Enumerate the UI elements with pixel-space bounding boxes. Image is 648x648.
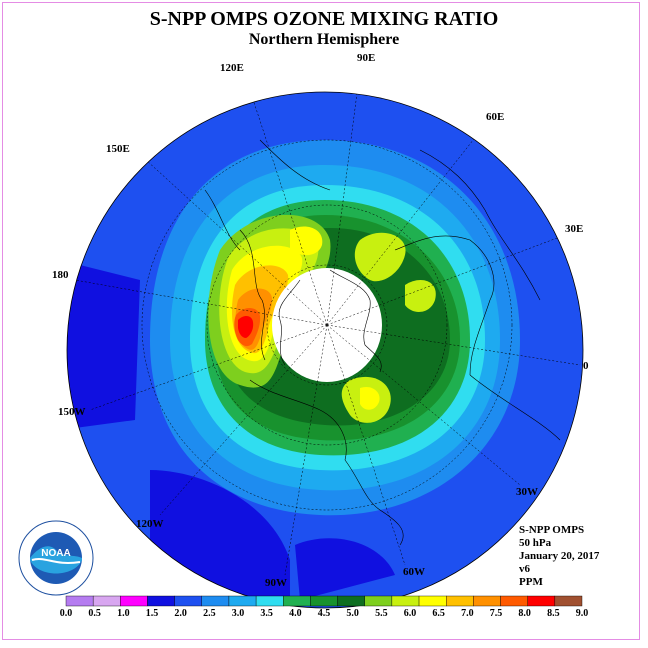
colorbar-tick-label: 4.0 [289, 608, 302, 619]
lon-label-120w: 120W [136, 518, 164, 530]
colorbar-swatch [310, 595, 338, 607]
lon-label-30e: 30E [565, 223, 584, 235]
lon-label-30w: 30W [516, 486, 538, 498]
colorbar-swatch [500, 595, 528, 607]
map-subtitle: Northern Hemisphere [248, 31, 400, 48]
lon-label-0: 0 [583, 360, 589, 372]
colorbar-tick-label: 2.5 [203, 608, 216, 619]
colorbar-tick-label: 9.0 [575, 608, 589, 619]
field-blob-atlantic [354, 232, 406, 282]
colorbar-swatch [554, 595, 583, 607]
colorbar-swatch [364, 595, 393, 607]
map-title: S-NPP OMPS OZONE MIXING RATIO [149, 8, 499, 30]
colorbar-tick-label: 8.5 [547, 608, 560, 619]
info-version: v6 [519, 563, 530, 575]
info-block: S-NPP OMPS 50 hPa January 20, 2017 v6 PP… [519, 524, 599, 589]
colorbar-swatch [527, 595, 556, 607]
colorbar-tick-label: 5.5 [375, 608, 388, 619]
lon-label-60e: 60E [486, 111, 505, 123]
info-instrument: S-NPP OMPS [519, 524, 585, 536]
lon-label-90e: 90E [357, 52, 376, 64]
colorbar-tick-label: 7.5 [489, 608, 503, 619]
colorbar-tick-label: 2.0 [174, 608, 187, 619]
logo-text: NOAA [41, 548, 70, 559]
colorbar-swatch [473, 595, 501, 607]
info-units: PPM [519, 576, 543, 588]
colorbar-swatch [255, 595, 284, 607]
colorbar-tick-label: 6.5 [432, 608, 445, 619]
colorbar-swatch [201, 595, 230, 607]
map-boundary [66, 91, 584, 609]
lon-label-60w: 60W [403, 566, 425, 578]
colorbar-tick-label: 8.0 [518, 608, 531, 619]
lon-label-90w: 90W [265, 577, 287, 589]
info-level: 50 hPa [519, 537, 552, 549]
colorbar-swatch [418, 595, 447, 607]
graticule [74, 92, 581, 576]
colorbar-tick-label: 0.5 [88, 608, 101, 619]
colorbar-swatch [147, 595, 175, 607]
colorbar-tick-label: 3.0 [231, 608, 245, 619]
colorbar-swatch [446, 595, 474, 607]
noaa-logo: NOAA [18, 520, 94, 596]
lon-label-180: 180 [52, 269, 69, 281]
lon-label-120e: 120E [220, 62, 244, 74]
colorbar-tick-label: 1.5 [145, 608, 159, 619]
colorbar-swatch [92, 595, 121, 607]
coastlines [204, 139, 561, 546]
field-blob-nw-pacific [290, 226, 323, 256]
colorbar-swatch [391, 595, 420, 607]
field-dark-blue-patch-w [67, 260, 140, 430]
colorbar-tick-label: 0.0 [59, 608, 73, 619]
colorbar-swatch [174, 595, 202, 607]
colorbar-swatch [228, 595, 257, 607]
lon-label-150e: 150E [106, 143, 130, 155]
field-blob-na-core [360, 386, 380, 410]
colorbar-swatch [283, 595, 311, 607]
colorbar-swatch [120, 595, 148, 607]
lon-label-150w: 150W [58, 406, 86, 418]
colorbar-tick-label: 6.0 [403, 608, 417, 619]
field-blob-europe [405, 280, 436, 312]
colorbar-swatch [65, 595, 94, 607]
colorbar-tick-label: 3.5 [260, 608, 273, 619]
figure-border [2, 2, 640, 640]
colorbar-tick-label: 7.0 [461, 608, 474, 619]
colorbar-tick-label: 5.0 [346, 608, 359, 619]
colorbar-tick-label: 4.5 [317, 608, 331, 619]
field-dark-blue-patch-s [295, 538, 395, 600]
colorbar-swatch [337, 595, 365, 607]
colorbar-tick-label: 1.0 [117, 608, 130, 619]
field-blob-8.5 [238, 316, 254, 338]
info-date: January 20, 2017 [519, 550, 600, 562]
